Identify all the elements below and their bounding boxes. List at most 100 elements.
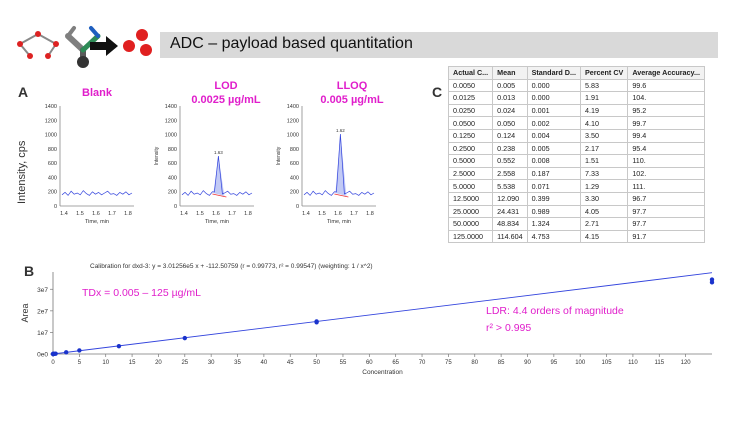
table-cell: 12.090 [492, 191, 528, 206]
table-cell: 0.004 [526, 128, 581, 143]
x-tick-label: 1.6 [212, 211, 220, 217]
table-cell: 99.7 [627, 116, 705, 130]
calibration-chart: Calibration for dxd-3: y = 3.01256e5 x +… [20, 263, 715, 376]
lod-title: LOD 0.0025 µg/mL [176, 79, 276, 107]
x-tick-label: 1.7 [108, 211, 116, 217]
table-cell: 1.29 [579, 179, 629, 193]
x-tick-label: 1.4 [180, 211, 188, 217]
table-cell: 91.7 [627, 229, 705, 244]
y-tick-label: 1200 [45, 118, 57, 124]
x-tick-label: 20 [155, 360, 162, 366]
chromatogram-trace [303, 133, 375, 196]
y-tick-label: 800 [168, 147, 177, 153]
table-cell: 111. [627, 179, 705, 193]
x-tick-label: 85 [498, 360, 505, 366]
adc-molecule-icon [17, 26, 101, 68]
x-tick-label: 90 [524, 360, 531, 366]
table-row[interactable]: 0.1250 0.124 0.004 3.50 99.4 [447, 128, 705, 143]
col-std-dev[interactable]: Standard D... [526, 66, 581, 80]
x-tick-label: 1.6 [334, 211, 342, 217]
lloq-title: LLOQ 0.005 µg/mL [297, 79, 407, 107]
x-tick-label: 1.4 [60, 211, 68, 217]
peak-baseline [212, 193, 227, 198]
x-tick-label: 60 [366, 360, 373, 366]
table-cell: 4.19 [579, 103, 629, 118]
table-cell: 0.008 [526, 154, 581, 168]
lod-title-line1: LOD [214, 80, 238, 92]
table-cell: 3.50 [579, 128, 629, 143]
page-title: ADC – payload based quantitation [170, 35, 413, 52]
data-point [63, 350, 69, 355]
y-tick-label: 1400 [165, 104, 177, 110]
table-cell: 48.834 [492, 217, 528, 231]
x-tick-label: 95 [550, 360, 557, 366]
x-tick-label: 80 [471, 360, 478, 366]
x-tick-label: 45 [287, 360, 294, 366]
data-point [53, 351, 58, 356]
x-axis-label: Time, min [327, 219, 351, 225]
ldr-annotation: LDR: 4.4 orders of magnitude [486, 305, 624, 317]
x-tick-label: 10 [102, 360, 109, 366]
table-row[interactable]: 12.5000 12.090 0.399 3.30 96.7 [447, 191, 705, 206]
table-cell: 1.324 [526, 217, 581, 231]
table-cell: 96.7 [627, 191, 705, 206]
y-tick-label: 3e7 [37, 287, 48, 294]
y-tick-label: 2e7 [37, 308, 48, 315]
table-cell: 0.000 [526, 91, 581, 105]
y-tick-label: 400 [48, 175, 57, 181]
table-row[interactable]: 25.0000 24.431 0.989 4.05 97.7 [447, 204, 705, 219]
col-actual-conc[interactable]: Actual C... [447, 66, 494, 80]
x-tick-label: 40 [261, 360, 268, 366]
table-cell: 0.024 [492, 103, 528, 118]
data-point [77, 348, 82, 353]
x-tick-label: 1.4 [302, 211, 310, 217]
blank-title: Blank [52, 86, 142, 100]
table-cell: 2.5000 [447, 166, 494, 181]
y-tick-label: 0 [174, 204, 177, 210]
table-cell: 104. [627, 91, 705, 105]
table-row[interactable]: 5.0000 5.538 0.071 1.29 111. [447, 179, 705, 193]
table-row[interactable]: 0.0125 0.013 0.000 1.91 104. [447, 91, 705, 105]
col-mean[interactable]: Mean [492, 66, 528, 80]
table-row[interactable]: 0.0250 0.024 0.001 4.19 95.2 [447, 103, 705, 118]
table-row[interactable]: 0.2500 0.238 0.005 2.17 95.4 [447, 141, 705, 156]
r2-annotation: r² > 0.995 [486, 322, 531, 334]
x-tick-label: 1.8 [366, 211, 374, 217]
table-cell: 0.989 [526, 204, 581, 219]
table-cell: 110. [627, 154, 705, 168]
lod-title-line2: 0.0025 µg/mL [191, 94, 261, 106]
table-row[interactable]: 50.0000 48.834 1.324 2.71 97.7 [447, 217, 705, 231]
table-row[interactable]: 2.5000 2.558 0.187 7.33 102. [447, 166, 705, 181]
panel-label-a: A [18, 84, 29, 100]
x-tick-label: 1.8 [244, 211, 252, 217]
table-cell: 3.30 [579, 191, 629, 206]
table-cell: 97.7 [627, 217, 705, 231]
table-cell: 0.2500 [447, 141, 494, 156]
table-cell: 0.0250 [447, 103, 494, 118]
table-cell: 5.538 [492, 179, 528, 193]
panel-label-b: B [24, 263, 35, 279]
x-tick-label: 1.8 [124, 211, 132, 217]
table-row[interactable]: 0.0050 0.005 0.000 5.83 99.6 [447, 78, 705, 93]
table-cell: 0.000 [526, 78, 581, 93]
y-tick-label: 1200 [287, 118, 299, 124]
lod-chromatogram: 1400 1200 1000 800 600 400 200 01.4 1.5 1.6 1.7 1.8… [154, 104, 254, 225]
y-tick-label: 400 [290, 175, 299, 181]
x-tick-label: 105 [602, 360, 613, 366]
col-avg-accuracy[interactable]: Average Accuracy... [627, 66, 705, 80]
col-percent-cv[interactable]: Percent CV [579, 66, 629, 80]
table-row[interactable]: 0.5000 0.552 0.008 1.51 110. [447, 154, 705, 168]
table-cell: 1.51 [579, 154, 629, 168]
table-cell: 0.005 [492, 78, 528, 93]
x-tick-label: 65 [392, 360, 399, 366]
table-row[interactable]: 0.0500 0.050 0.002 4.10 99.7 [447, 116, 705, 130]
table-header-row: Actual C... Mean Standard D... Percent C… [447, 66, 705, 80]
data-point [182, 335, 187, 341]
y-tick-label: 200 [168, 190, 177, 196]
y-tick-label: 200 [48, 190, 57, 196]
table-cell: 0.0500 [447, 116, 494, 130]
table-cell: 5.83 [579, 78, 629, 93]
payload-dots-icon [123, 29, 152, 56]
table-row[interactable]: 125.0000 114.604 4.753 4.15 91.7 [447, 229, 705, 244]
x-tick-label: 35 [234, 360, 241, 366]
